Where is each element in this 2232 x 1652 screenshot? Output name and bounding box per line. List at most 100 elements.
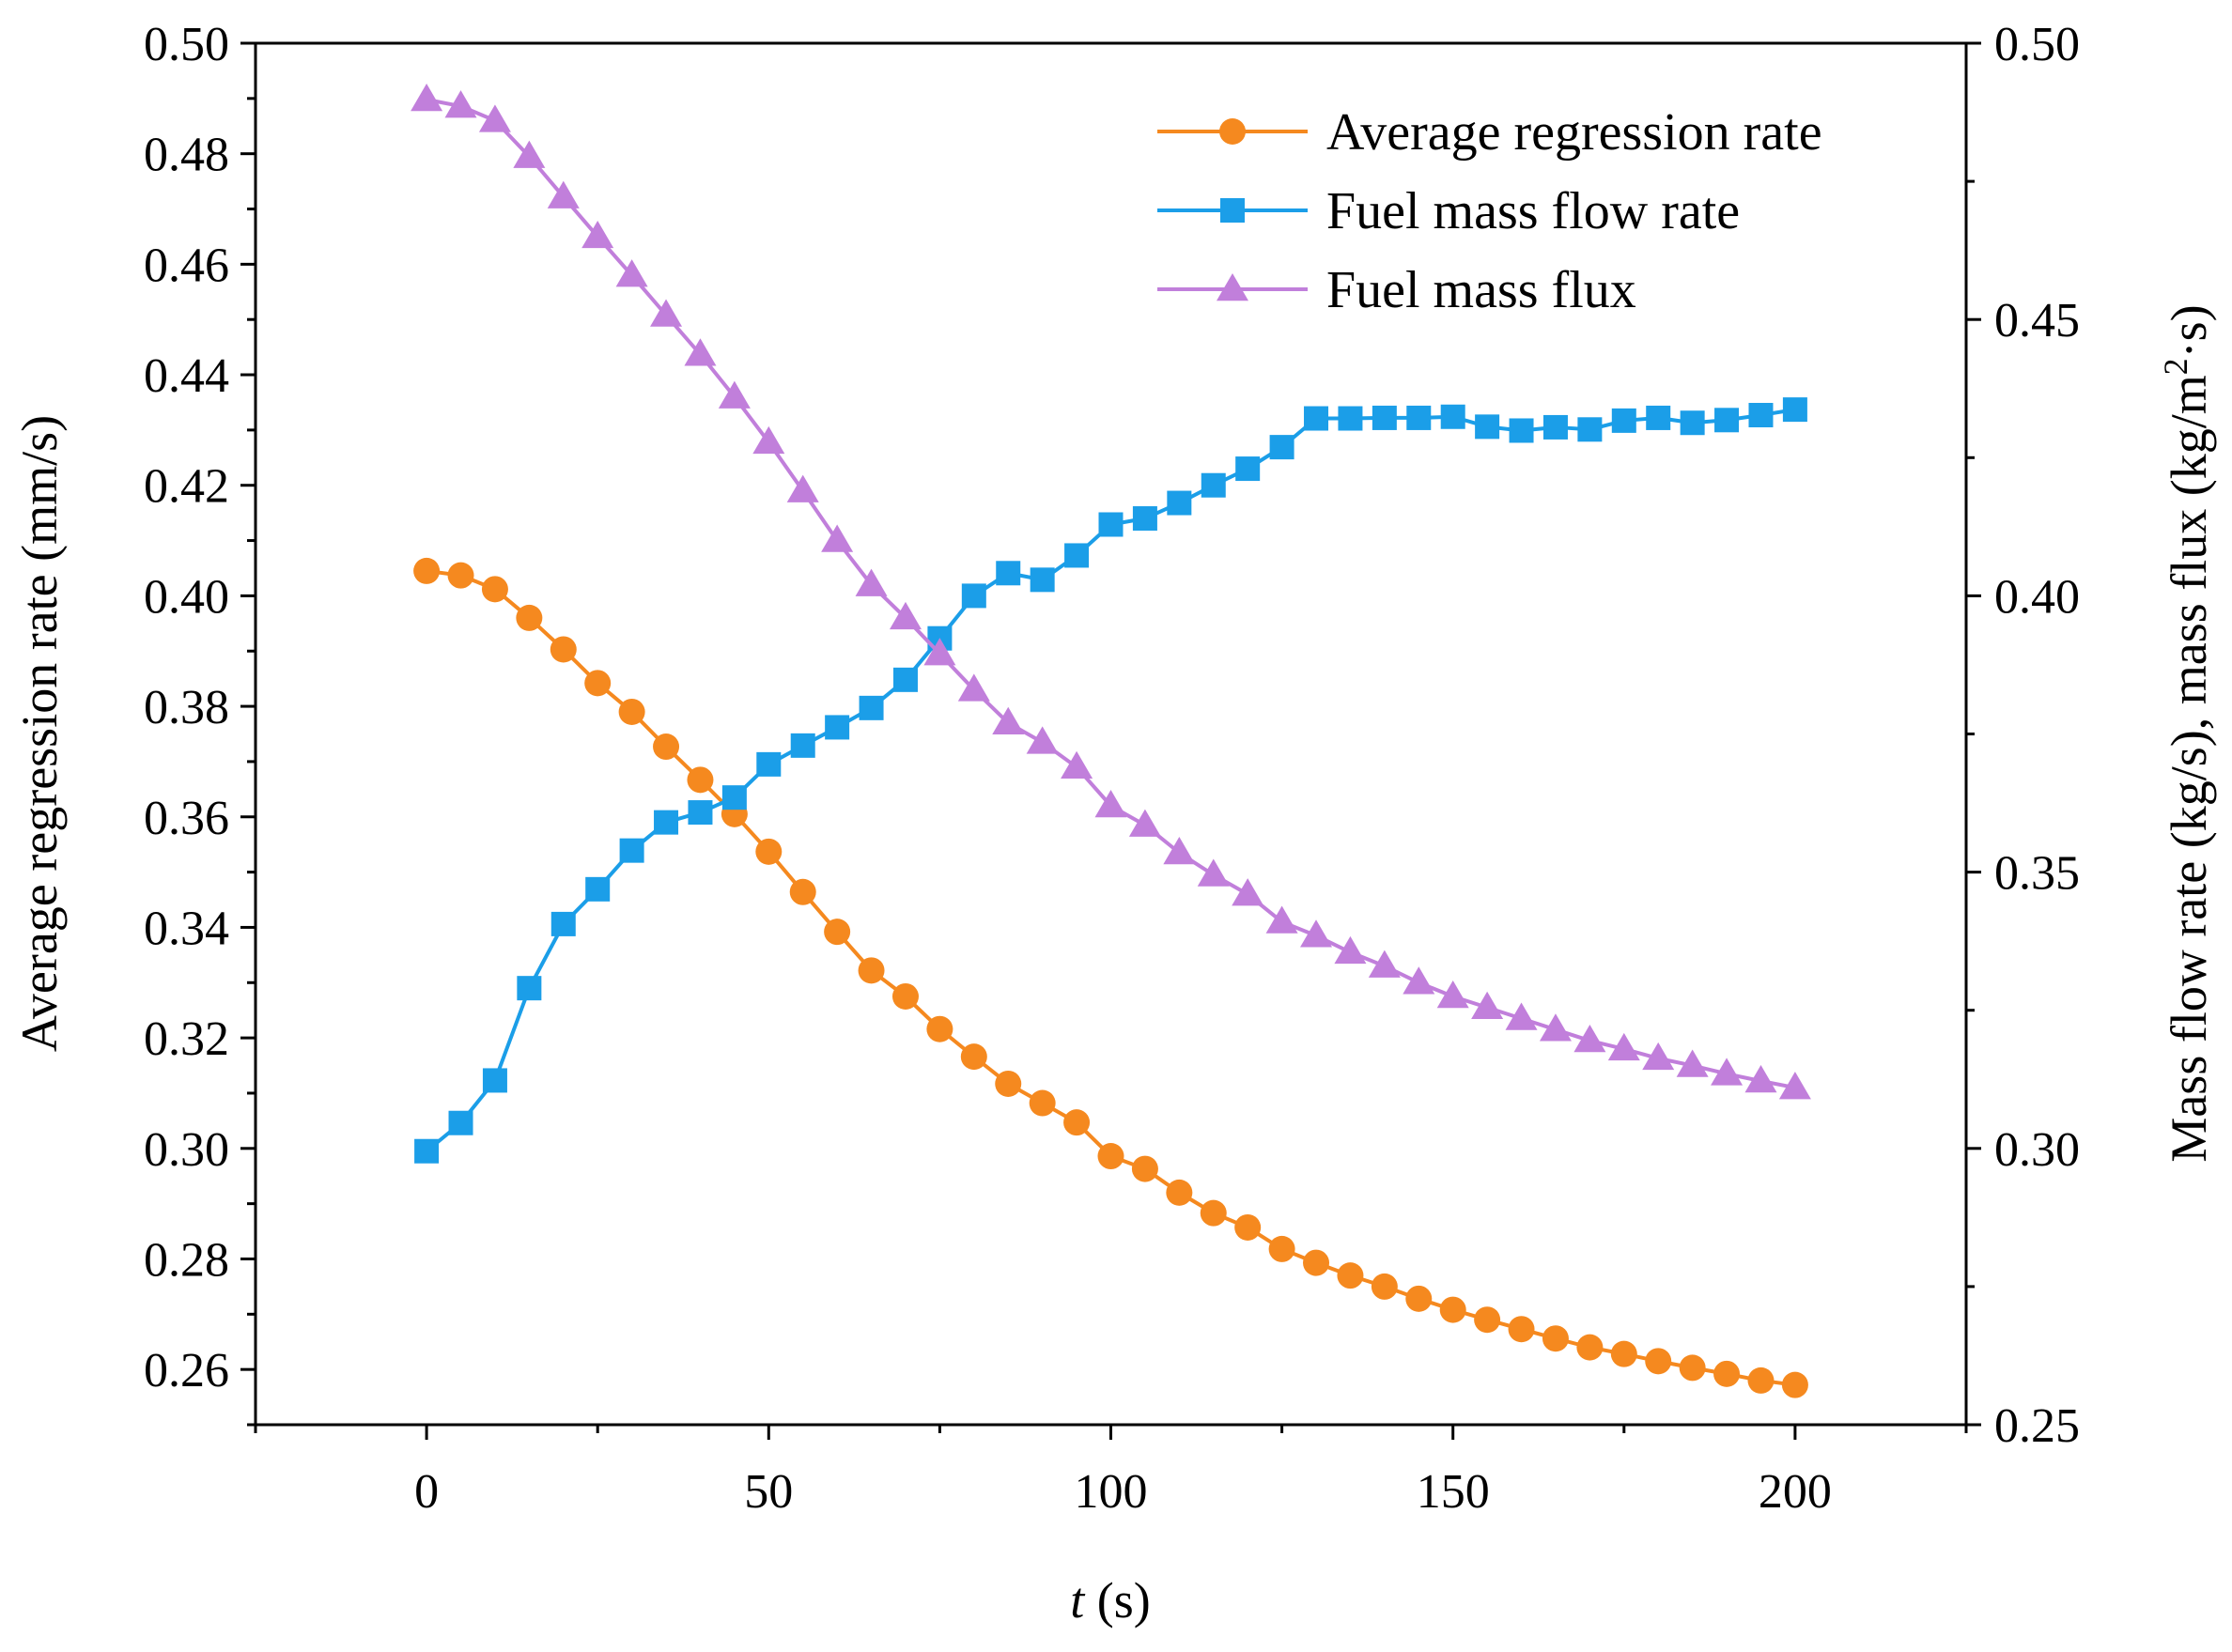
data-point-fuel-mass-flux bbox=[650, 299, 683, 327]
y-left-tick-label: 0.40 bbox=[144, 570, 229, 624]
data-point-fuel-mass-flow-rate bbox=[1646, 405, 1671, 430]
data-point-fuel-mass-flux bbox=[1232, 878, 1264, 906]
data-point-average-regression-rate bbox=[1781, 1371, 1808, 1398]
y-right-axis-title: Mass flow rate (kg/s), mass flux (kg/m2·… bbox=[2157, 304, 2217, 1162]
data-point-fuel-mass-flux bbox=[1471, 991, 1504, 1019]
series-line-fuel-mass-flux bbox=[426, 98, 1796, 1090]
data-point-fuel-mass-flux bbox=[1505, 1002, 1538, 1030]
data-point-fuel-mass-flux bbox=[821, 524, 854, 552]
data-point-fuel-mass-flux bbox=[1265, 905, 1298, 934]
y-right-tick-label: 0.30 bbox=[1994, 1123, 2080, 1177]
data-point-fuel-mass-flow-rate bbox=[1406, 405, 1432, 430]
data-point-fuel-mass-flow-rate bbox=[756, 751, 782, 777]
series-fuel-mass-flux bbox=[411, 84, 1811, 1100]
data-point-fuel-mass-flux bbox=[1026, 726, 1059, 754]
data-point-average-regression-rate bbox=[1405, 1285, 1433, 1312]
series-line-average-regression-rate bbox=[426, 568, 1796, 1387]
data-point-average-regression-rate bbox=[413, 557, 441, 584]
data-point-average-regression-rate bbox=[1610, 1340, 1637, 1367]
y-right-tick-label: 0.25 bbox=[1994, 1399, 2080, 1453]
y-left-tick-label: 0.36 bbox=[144, 792, 229, 845]
legend-item-average-regression-rate: Average regression rate bbox=[1157, 103, 1822, 162]
data-point-average-regression-rate bbox=[1713, 1360, 1741, 1387]
y-left-tick-label: 0.30 bbox=[144, 1123, 229, 1177]
data-point-fuel-mass-flux bbox=[444, 90, 477, 118]
data-point-average-regression-rate bbox=[1063, 1109, 1091, 1136]
data-point-fuel-mass-flux bbox=[1676, 1049, 1709, 1077]
data-point-fuel-mass-flux bbox=[1403, 966, 1435, 995]
data-point-fuel-mass-flow-rate bbox=[1475, 414, 1500, 440]
x-tick-label: 100 bbox=[1075, 1465, 1148, 1519]
data-point-fuel-mass-flux bbox=[855, 568, 888, 596]
series-layer bbox=[411, 84, 1811, 1398]
data-point-average-regression-rate bbox=[1131, 1155, 1158, 1182]
data-point-fuel-mass-flow-rate bbox=[414, 1138, 440, 1164]
data-point-fuel-mass-flow-rate bbox=[996, 561, 1021, 586]
data-point-fuel-mass-flow-rate bbox=[585, 876, 611, 902]
data-point-fuel-mass-flux bbox=[1128, 809, 1161, 837]
data-point-fuel-mass-flow-rate bbox=[619, 838, 644, 863]
data-point-fuel-mass-flux bbox=[1642, 1042, 1675, 1071]
ticks: 0 50 100 150 200 0.26 0.28 0.30 0.32 0.34 0.36 0.38… bbox=[144, 18, 2080, 1519]
data-point-average-regression-rate bbox=[789, 878, 816, 905]
data-point-average-regression-rate bbox=[755, 838, 783, 865]
x-axis-title: t (s) bbox=[1070, 1572, 1151, 1629]
data-point-average-regression-rate bbox=[481, 576, 508, 603]
legend: Average regression rate Fuel mass flow ra… bbox=[1157, 103, 1822, 319]
data-point-fuel-mass-flow-rate bbox=[550, 911, 576, 936]
data-point-fuel-mass-flow-rate bbox=[1030, 567, 1055, 593]
data-point-average-regression-rate bbox=[584, 670, 612, 697]
data-point-fuel-mass-flow-rate bbox=[825, 715, 850, 740]
data-point-average-regression-rate bbox=[687, 766, 714, 794]
legend-label: Average regression rate bbox=[1326, 103, 1822, 162]
data-point-fuel-mass-flow-rate bbox=[1372, 405, 1397, 430]
legend-marker bbox=[1219, 118, 1246, 145]
data-point-fuel-mass-flux bbox=[992, 706, 1025, 734]
y-right-tick-label: 0.40 bbox=[1994, 570, 2080, 624]
data-point-fuel-mass-flux bbox=[581, 220, 614, 249]
data-point-fuel-mass-flow-rate bbox=[1132, 506, 1157, 532]
y-right-tick-label: 0.35 bbox=[1994, 847, 2080, 901]
y-left-tick-label: 0.50 bbox=[144, 18, 229, 71]
data-point-fuel-mass-flux bbox=[718, 380, 751, 409]
data-point-fuel-mass-flux bbox=[411, 84, 443, 112]
data-point-average-regression-rate bbox=[1234, 1213, 1262, 1241]
data-point-fuel-mass-flow-rate bbox=[688, 800, 713, 826]
data-point-average-regression-rate bbox=[1029, 1089, 1056, 1117]
series-average-regression-rate bbox=[413, 557, 1808, 1398]
y-left-tick-label: 0.38 bbox=[144, 681, 229, 734]
data-point-average-regression-rate bbox=[1303, 1249, 1330, 1276]
series-fuel-mass-flow-rate bbox=[414, 397, 1807, 1164]
data-point-average-regression-rate bbox=[516, 604, 543, 631]
data-point-fuel-mass-flow-rate bbox=[1098, 512, 1124, 537]
data-point-fuel-mass-flux bbox=[786, 474, 819, 502]
data-point-average-regression-rate bbox=[1645, 1348, 1672, 1375]
data-point-fuel-mass-flux bbox=[1368, 950, 1401, 978]
data-point-fuel-mass-flux bbox=[889, 601, 922, 630]
data-point-average-regression-rate bbox=[858, 957, 885, 984]
y-left-tick-label: 0.28 bbox=[144, 1233, 229, 1287]
y-left-axis-title: Average regression rate (mm/s) bbox=[11, 415, 68, 1052]
data-point-fuel-mass-flux bbox=[752, 425, 785, 455]
data-point-fuel-mass-flux bbox=[1573, 1025, 1606, 1053]
data-point-fuel-mass-flow-rate bbox=[1577, 417, 1603, 442]
data-point-average-regression-rate bbox=[1268, 1235, 1295, 1262]
x-tick-label: 0 bbox=[414, 1465, 439, 1519]
data-point-fuel-mass-flux bbox=[1778, 1072, 1811, 1100]
legend-marker bbox=[1217, 273, 1248, 301]
data-point-fuel-mass-flux bbox=[478, 104, 511, 132]
data-point-fuel-mass-flux bbox=[1197, 858, 1230, 887]
data-point-fuel-mass-flow-rate bbox=[1748, 402, 1774, 427]
data-point-fuel-mass-flow-rate bbox=[517, 976, 542, 1001]
data-point-average-regression-rate bbox=[1747, 1366, 1775, 1394]
data-point-fuel-mass-flow-rate bbox=[1542, 414, 1568, 440]
data-point-average-regression-rate bbox=[891, 982, 919, 1010]
data-point-fuel-mass-flux bbox=[684, 338, 717, 366]
legend-item-fuel-mass-flux: Fuel mass flux bbox=[1157, 261, 1636, 319]
data-point-fuel-mass-flux bbox=[513, 140, 546, 168]
legend-label: Fuel mass flow rate bbox=[1326, 182, 1740, 240]
data-point-average-regression-rate bbox=[1200, 1199, 1227, 1227]
data-point-fuel-mass-flow-rate bbox=[961, 583, 986, 609]
data-point-fuel-mass-flux bbox=[957, 673, 990, 702]
